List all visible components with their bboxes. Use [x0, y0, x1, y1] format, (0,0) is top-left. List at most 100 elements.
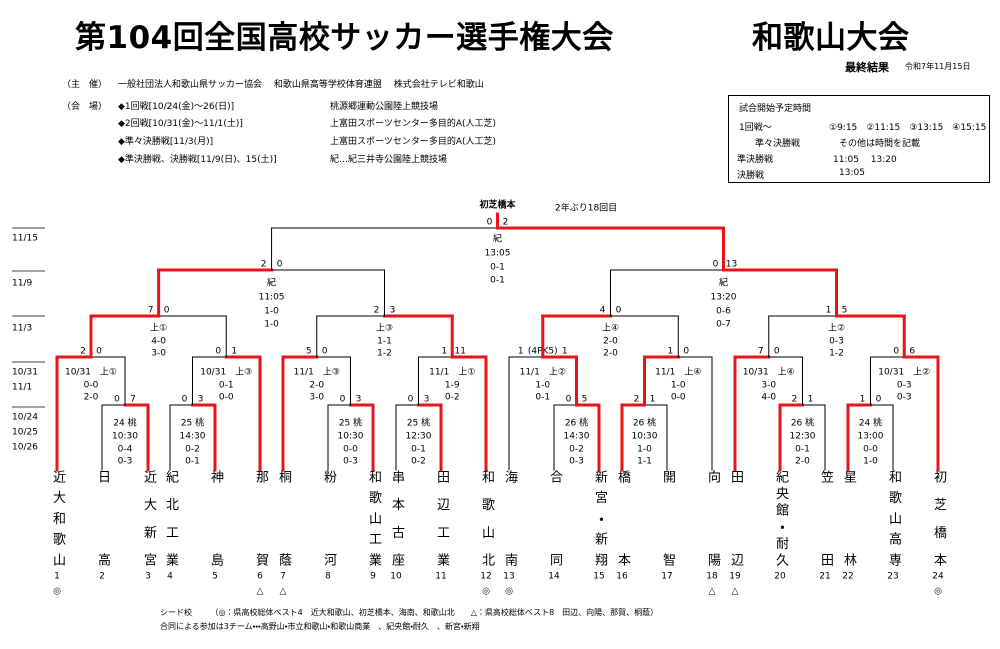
match-time: 10:30 [632, 432, 658, 442]
team-name: 桐蔭 [276, 470, 291, 566]
half-score: 1-9 [445, 381, 460, 391]
score: 0 [215, 347, 221, 357]
champion: 初芝橋本 [479, 199, 517, 211]
half-score: 0-2 [445, 393, 460, 403]
seed-mark: ◎ [505, 587, 513, 597]
team-name: 近大新宮 [141, 470, 156, 566]
match-label: 紀 [493, 233, 502, 245]
half-score: 0-3 [343, 457, 358, 467]
round-date: 11/1 [12, 383, 32, 393]
half-score: 4-0 [761, 393, 776, 403]
schedule-label: 1回戦～ [739, 123, 772, 133]
team-number: 4 [167, 572, 173, 582]
match-time: 10:30 [338, 432, 364, 442]
half-score: 1-2 [829, 349, 844, 359]
team-number: 14 [548, 572, 560, 582]
half-score: 3-0 [151, 349, 166, 359]
score: 0 [96, 347, 102, 357]
score: 13 [726, 260, 737, 270]
match-time: 13:20 [711, 293, 737, 303]
half-score: 1-0 [264, 307, 279, 317]
team-number: 21 [819, 572, 830, 582]
team-number: 5 [212, 572, 218, 582]
score: 5 [842, 306, 848, 316]
half-score: 2-0 [309, 381, 324, 391]
title: 第104回全国高校サッカー選手権大会 [75, 20, 614, 56]
venue-round: ◆1回戦[10/24(金)～26(日)] [118, 102, 235, 112]
team-number: 11 [435, 572, 446, 582]
seed-mark: ◎ [482, 587, 490, 597]
half-score: 1-0 [264, 320, 279, 330]
venue-round: ◆準々決勝戦[11/3(月)] [118, 137, 214, 147]
score: 0 [713, 260, 719, 270]
team-name: 初芝橋本 [931, 470, 946, 566]
match-label: 24 桃 [113, 417, 136, 429]
match-label: 26 桃 [791, 417, 814, 429]
match-label: 24 桃 [859, 417, 882, 429]
half-score: 0-4 [118, 445, 133, 455]
half-score: 2-0 [795, 457, 810, 467]
round-date: 10/24 [12, 413, 38, 423]
score: 0 [322, 347, 328, 357]
score: 4 [600, 306, 606, 316]
score: 1 [860, 395, 866, 405]
team-name: 近大和歌山 [50, 470, 65, 566]
venue-place: 上富田スポーツセンター多目的A(人工芝) [330, 137, 497, 147]
score: 0 [683, 347, 689, 357]
score: 3 [424, 395, 430, 405]
half-score: 1-0 [535, 381, 550, 391]
match-label: 上① [150, 323, 167, 334]
half-score: 0-3 [829, 337, 844, 347]
half-score: 0-2 [569, 445, 584, 455]
match-time: 14:30 [180, 432, 206, 442]
schedule-title: 試合開始予定時間 [739, 104, 812, 114]
venue-place: 上富田スポーツセンター多目的A(人工芝) [330, 119, 497, 129]
half-score: 2-0 [84, 393, 99, 403]
score: 0 [774, 347, 780, 357]
organizer-label: （主 催） [62, 80, 108, 90]
team-name: 新宮・新翔 [592, 470, 607, 566]
half-score: 0-3 [569, 457, 584, 467]
champion-note: 2年ぶり18回目 [555, 202, 617, 214]
score: 1 [650, 395, 656, 405]
venue-place: 紀…紀三井寺公園陸上競技場 [330, 155, 448, 165]
score: 2 [374, 306, 380, 316]
team-name: 田辺 [728, 470, 743, 566]
schedule-label: 準決勝戦 [737, 155, 774, 165]
half-score: 3-0 [309, 393, 324, 403]
score: 0 [876, 395, 882, 405]
half-score: 0-0 [219, 393, 234, 403]
date: 令和7年11月15日 [905, 62, 971, 71]
half-score: 0-1 [490, 276, 505, 286]
score: 0 [164, 306, 170, 316]
team-name: 串本古座 [389, 470, 404, 566]
team-number: 10 [390, 572, 402, 582]
team-number: 15 [593, 572, 604, 582]
match-label: 11/1 上② [520, 367, 566, 378]
team-name: 田辺工業 [434, 470, 449, 566]
score: 3 [390, 306, 396, 316]
round-date: 10/25 [12, 428, 38, 438]
score: 0 [340, 395, 346, 405]
team-name: 那賀 [253, 470, 268, 566]
score: 5 [582, 395, 588, 405]
half-score: 1-1 [637, 457, 652, 467]
team-name: 和歌山北 [479, 470, 494, 566]
match-time: 12:30 [790, 432, 816, 442]
team-number: 8 [325, 572, 331, 582]
round-date: 11/15 [12, 234, 38, 244]
team-number: 19 [729, 572, 741, 582]
score: 5 [306, 347, 312, 357]
team-name: 紀央館・耐久 [773, 470, 788, 566]
team-name: 神島 [208, 470, 223, 566]
score: 0 [114, 395, 120, 405]
team-name: 日高 [95, 470, 110, 566]
half-score: 0-1 [185, 457, 200, 467]
match-label: 上④ [602, 323, 619, 334]
score: 1 [518, 347, 524, 357]
team-number: 18 [706, 572, 718, 582]
schedule-value: ①9:15 ②11:15 ③13:15 ④15:15 [829, 123, 987, 133]
team-name: 開智 [660, 470, 675, 566]
